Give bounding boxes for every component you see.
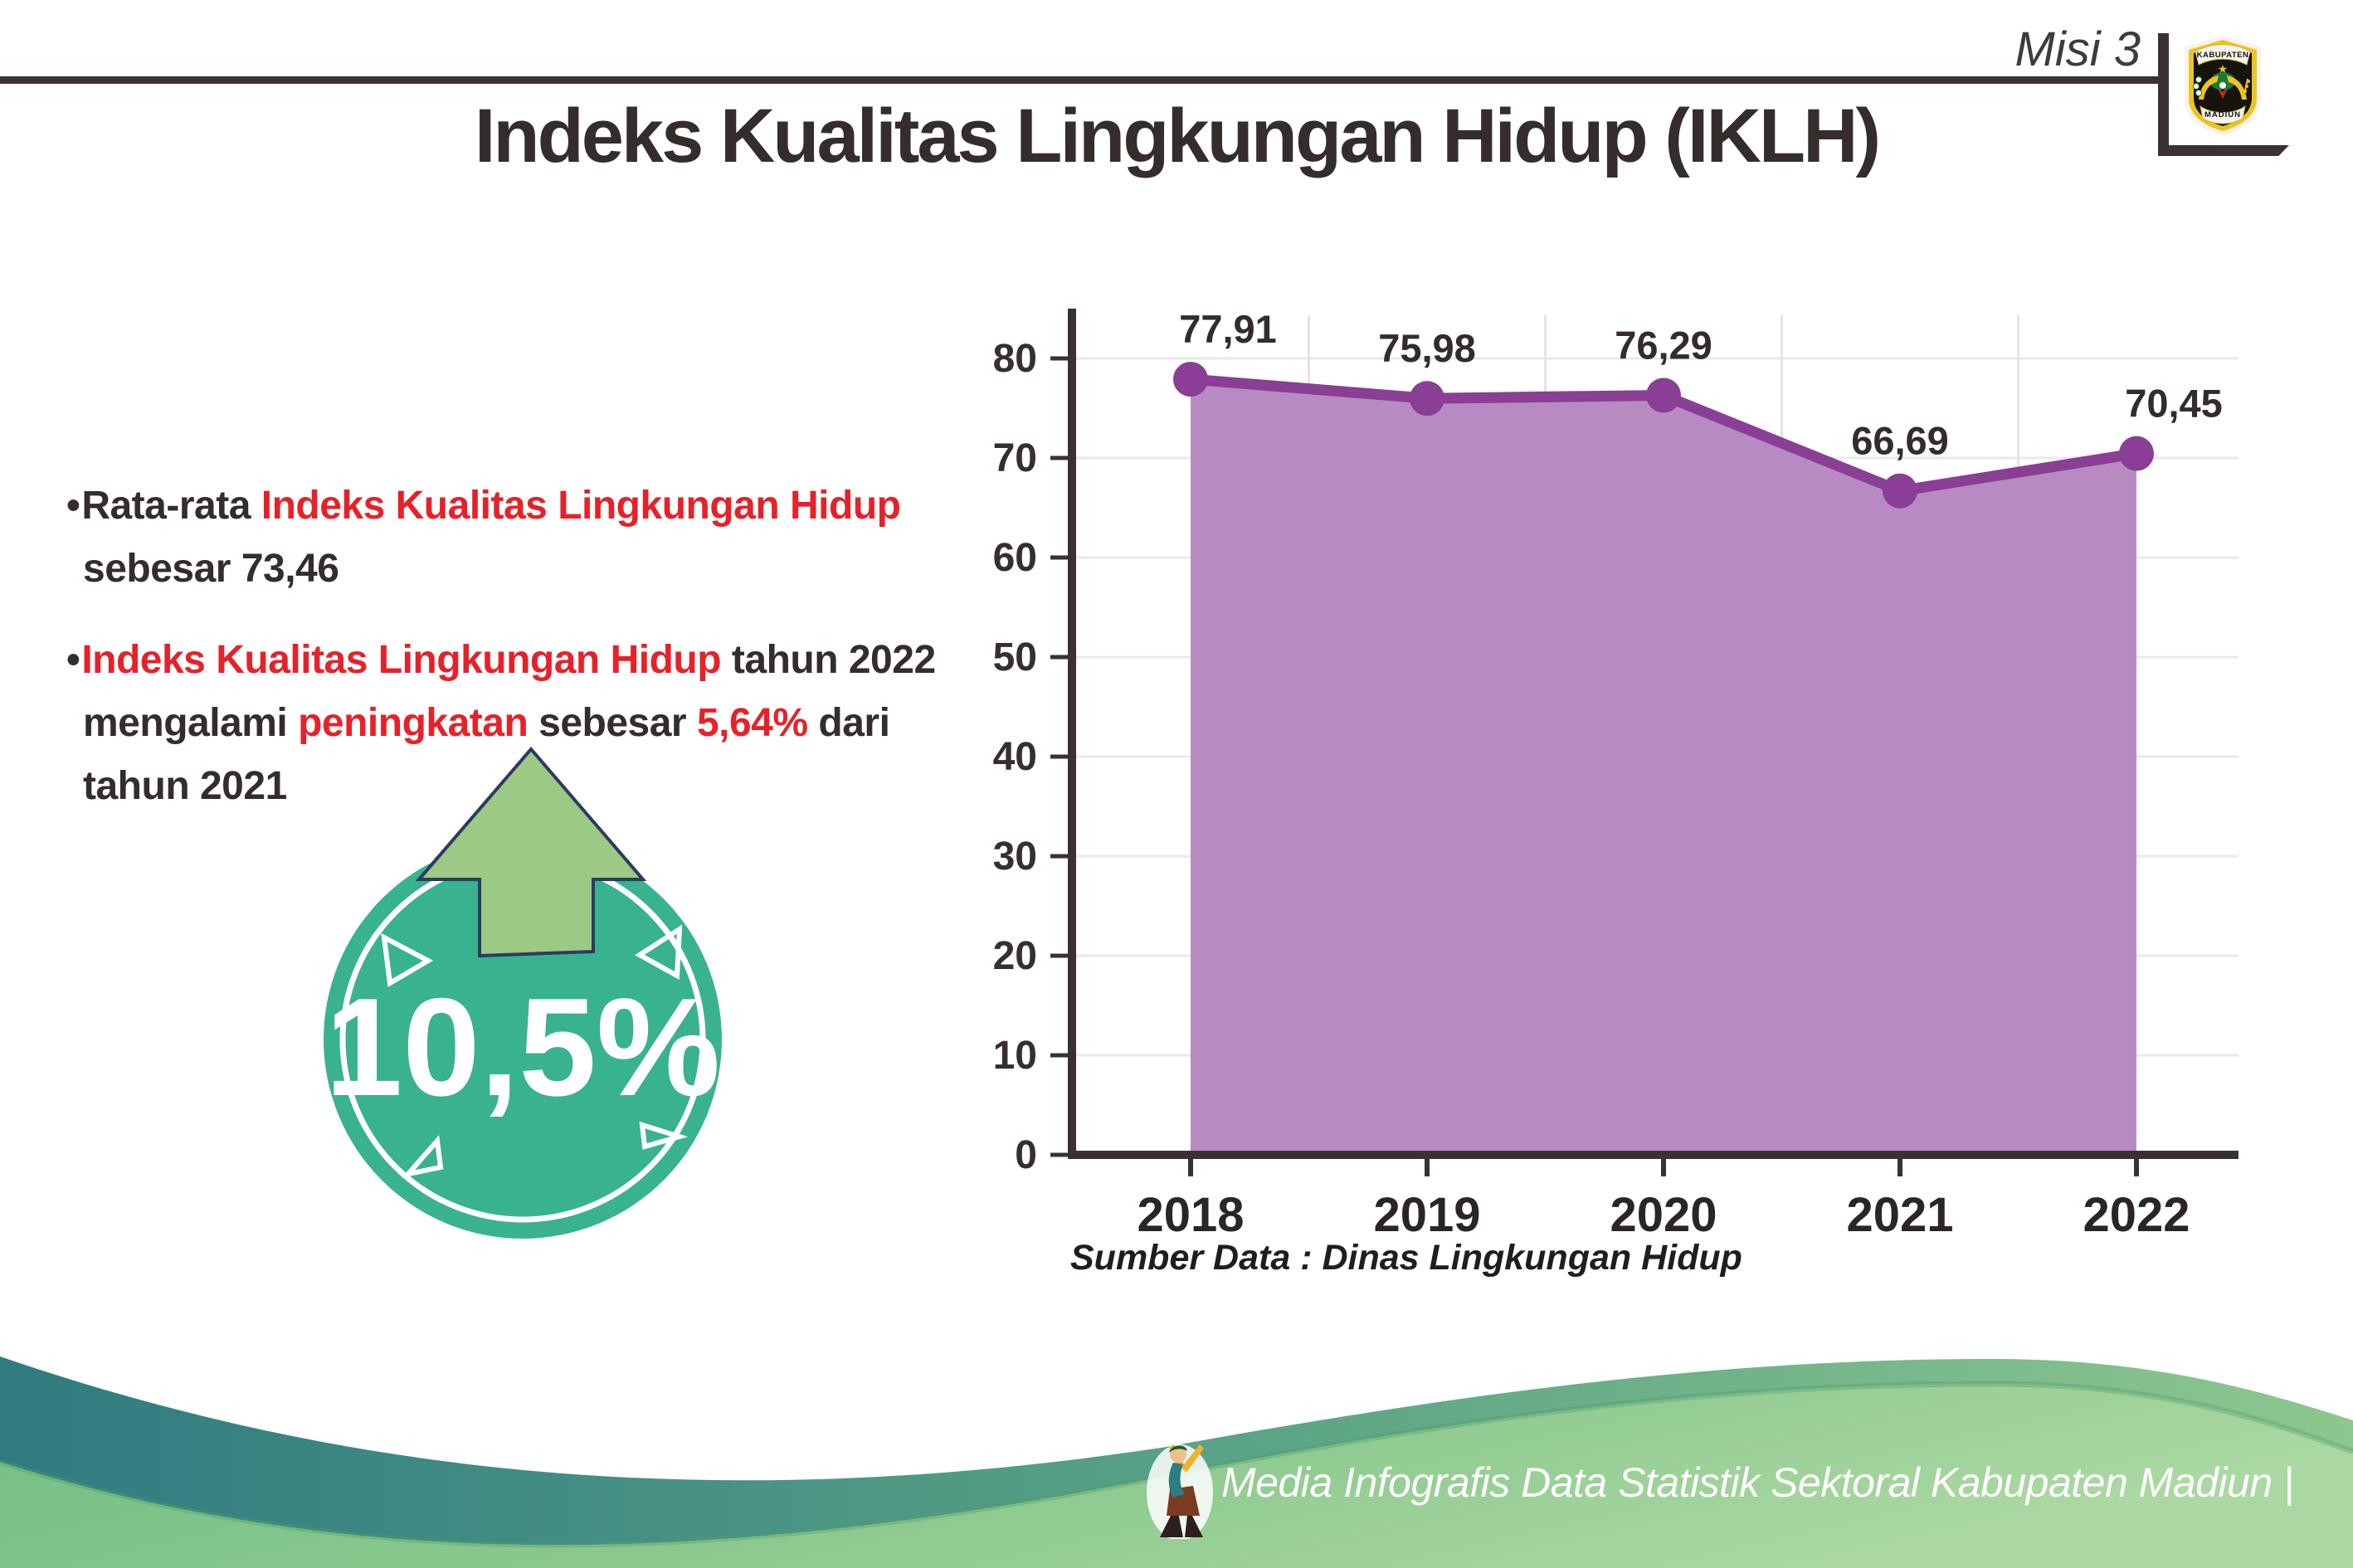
logo-left-wing-icon xyxy=(2199,75,2219,100)
bullet-text-segment: Indeks Kualitas Lingkungan Hidup xyxy=(261,484,901,528)
x-axis-label: 2019 xyxy=(1373,1188,1480,1242)
badge-circle xyxy=(324,840,722,1239)
y-axis-label: 0 xyxy=(1015,1133,1037,1177)
y-axis-label: 40 xyxy=(993,735,1037,779)
y-axis-label: 10 xyxy=(993,1034,1037,1078)
badge-spark-triangle xyxy=(401,1134,444,1178)
y-axis-label: 80 xyxy=(993,337,1037,381)
data-value-label: 70,45 xyxy=(2125,382,2223,426)
badge-value: 10,5% xyxy=(325,969,720,1125)
logo-cotton-icon xyxy=(2195,76,2202,83)
bullet-text-segment: mengalami xyxy=(83,701,299,745)
bullet-text-segment: tahun 2021 xyxy=(83,764,287,808)
logo-cotton-icon xyxy=(2193,83,2200,90)
logo-star-icon: ★ xyxy=(2218,62,2229,75)
logo-bottom-glyph xyxy=(2216,124,2229,129)
bullet-text-segment: Rata-rata xyxy=(81,484,261,528)
summary-bullets: •Rata-rata Indeks Kualitas Lingkungan Hi… xyxy=(66,475,962,846)
logo-wheat-grain xyxy=(2245,85,2248,88)
logo-center-gem xyxy=(2219,82,2226,89)
mascot-headwrap xyxy=(1169,1445,1187,1453)
data-point-marker xyxy=(1646,377,1681,413)
data-point-marker xyxy=(2119,436,2154,471)
logo-bottom-ribbon xyxy=(2200,105,2246,124)
data-value-label: 75,98 xyxy=(1378,326,1476,370)
logo-frame-vertical xyxy=(2158,33,2169,156)
y-axis-label: 50 xyxy=(993,635,1037,679)
bullet-text-segment: Indeks Kualitas Lingkungan Hidup xyxy=(81,638,722,682)
y-axis-label: 20 xyxy=(993,934,1037,978)
footer-caption: Media Infografis Data Statistik Sektoral… xyxy=(1221,1459,2294,1506)
y-axis-label: 30 xyxy=(993,835,1037,879)
bullet-average-iklh: •Rata-rata Indeks Kualitas Lingkungan Hi… xyxy=(66,475,962,601)
page-title: Indeks Kualitas Lingkungan Hidup (IKLH) xyxy=(474,94,1881,178)
misi-label: Misi 3 xyxy=(2014,22,2141,76)
logo-right-wing-icon xyxy=(2227,75,2247,100)
badge-spark-triangle xyxy=(635,924,683,980)
bullet-text-segment: dari xyxy=(807,701,890,745)
header-rule xyxy=(0,76,2167,84)
bullet-increase-2022: •Indeks Kualitas Lingkungan Hidup tahun … xyxy=(66,629,962,818)
y-axis-label: 60 xyxy=(993,536,1037,580)
x-axis-label: 2018 xyxy=(1137,1188,1244,1242)
bullet-text-segment: peningkatan xyxy=(298,701,529,745)
logo-cotton-icon xyxy=(2195,90,2202,96)
data-point-marker xyxy=(1410,381,1444,416)
x-axis-label: 2021 xyxy=(1846,1188,1953,1242)
mascot-head xyxy=(1170,1446,1186,1463)
bullet-text-segment: sebesar xyxy=(528,701,697,745)
mascot-sash xyxy=(1168,1463,1185,1497)
data-value-label: 66,69 xyxy=(1851,419,1949,463)
data-value-label: 76,29 xyxy=(1615,324,1712,368)
logo-red-chevron xyxy=(2218,89,2228,99)
bullet-text-segment: sebesar 73,46 xyxy=(83,547,339,591)
data-point-marker xyxy=(1173,362,1208,397)
logo-bottom-text: MADIUN xyxy=(2204,110,2241,119)
badge-spark-triangle xyxy=(381,933,434,987)
logo-top-text: KABUPATEN xyxy=(2197,51,2249,60)
logo-wheat-grain xyxy=(2243,90,2247,93)
x-axis-label: 2020 xyxy=(1610,1188,1717,1242)
footer-wave-rim xyxy=(0,1381,2353,1548)
x-axis-label: 2022 xyxy=(2083,1188,2190,1242)
iklh-area-chart: 0 10 20 30 40 50 60 70 80 2018 2019 2020 2021 2022 77,… xyxy=(993,307,2239,1242)
logo-tree-trunk xyxy=(2221,85,2224,95)
source-label: Sumber Data : Dinas Lingkungan Hidup xyxy=(1070,1238,1742,1278)
up-arrow-icon xyxy=(415,746,647,958)
data-value-label: 77,91 xyxy=(1179,307,1277,351)
bullet-dot: • xyxy=(66,484,80,528)
kabupaten-madiun-logo: KABUPATEN ★ MADIUN xyxy=(2185,36,2261,135)
increase-badge: 10,5% xyxy=(324,746,722,1239)
logo-wheat-grain xyxy=(2247,80,2250,83)
logo-top-banner xyxy=(2195,44,2251,66)
area-fill xyxy=(1191,379,2136,1155)
badge-spark-triangle xyxy=(639,1121,689,1150)
data-point-marker xyxy=(1883,473,1917,509)
dancer-mascot-icon xyxy=(1147,1444,1213,1539)
mascot-arm xyxy=(1181,1444,1204,1473)
logo-frame-horizontal xyxy=(2158,145,2289,156)
bullet-text-segment: tahun 2022 xyxy=(721,638,936,682)
bullet-text-segment: 5,64% xyxy=(696,701,808,745)
bullet-dot: • xyxy=(66,638,80,682)
y-axis-label: 70 xyxy=(993,436,1037,480)
